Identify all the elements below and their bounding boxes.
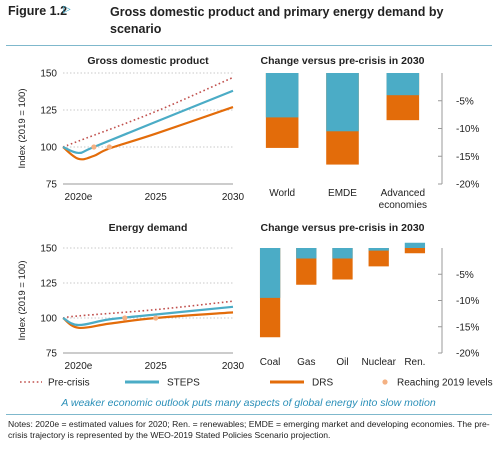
x-category-label: EMDE — [328, 188, 357, 199]
x-category-label: Gas — [297, 357, 315, 368]
series-line-precrisis — [62, 300, 234, 319]
x-category-label: Coal — [260, 357, 281, 368]
legend-swatch-reaching — [382, 379, 388, 385]
series-line-steps — [62, 89, 234, 155]
figure-label: Figure 1.2 — [8, 4, 68, 18]
x-tick-label: 2020e — [65, 361, 93, 372]
y-tick-label: -20% — [456, 180, 479, 191]
legend-label-steps: STEPS — [167, 378, 200, 389]
panel-2-ylabel: Index (2019 = 100) — [17, 260, 28, 340]
x-category-label: economies — [379, 200, 427, 211]
figure-arrow-icon: ▷ — [63, 4, 71, 15]
bar-drs — [368, 248, 389, 267]
y-tick-label: 150 — [40, 244, 57, 255]
y-tick-label: 75 — [46, 180, 58, 191]
y-tick-label: 125 — [40, 279, 57, 290]
y-tick-label: -10% — [456, 124, 479, 135]
panel-0-ylabel: Index (2019 = 100) — [17, 88, 28, 168]
figure-caption: A weaker economic outlook puts many aspe… — [61, 397, 436, 409]
panel-3-title: Change versus pre-crisis in 2030 — [261, 222, 425, 234]
panel-1-title: Change versus pre-crisis in 2030 — [261, 55, 425, 67]
series-line-drs — [62, 311, 234, 330]
bar-steps — [265, 73, 299, 118]
figure-header: Figure 1.2 ▷ Gross domestic product and … — [8, 4, 492, 46]
bar-steps — [386, 73, 420, 96]
y-tick-label: -5% — [456, 270, 474, 281]
legend-label-reaching: Reaching 2019 levels — [397, 378, 493, 389]
reaching-2019-marker — [106, 144, 112, 150]
x-category-label: Ren. — [404, 357, 425, 368]
bar-steps — [326, 73, 359, 132]
y-tick-label: 125 — [40, 106, 57, 117]
series-line-drs — [62, 106, 234, 161]
y-tick-label: 100 — [40, 314, 57, 325]
bar-steps — [332, 248, 353, 259]
y-tick-label: -15% — [456, 322, 479, 333]
header-divider — [6, 45, 492, 46]
y-tick-label: -10% — [456, 296, 479, 307]
x-tick-label: 2030 — [222, 192, 245, 203]
y-tick-label: 75 — [46, 349, 58, 360]
x-category-label: Oil — [336, 357, 348, 368]
x-category-label: World — [269, 188, 295, 199]
reaching-2019-marker — [153, 315, 159, 321]
bar-steps — [259, 248, 281, 298]
x-category-label: Advanced — [381, 188, 425, 199]
y-tick-label: 150 — [40, 69, 57, 80]
y-tick-label: -20% — [456, 349, 479, 360]
x-tick-label: 2020e — [65, 192, 93, 203]
legend-label-drs: DRS — [312, 378, 333, 389]
figure-notes: Notes: 2020e = estimated values for 2020… — [8, 419, 490, 440]
figure-title: Gross domestic product and primary energ… — [110, 5, 444, 36]
y-tick-label: -15% — [456, 152, 479, 163]
panel-0-title: Gross domestic product — [87, 55, 209, 67]
x-tick-label: 2025 — [145, 361, 168, 372]
legend-label-precrisis: Pre-crisis — [48, 378, 90, 389]
x-category-label: Nuclear — [361, 357, 396, 368]
y-tick-label: -5% — [456, 96, 474, 107]
reaching-2019-marker — [122, 315, 128, 321]
bar-steps — [296, 248, 317, 259]
y-tick-label: 100 — [40, 143, 57, 154]
reaching-2019-marker — [91, 144, 97, 150]
bar-drs — [404, 248, 426, 254]
x-tick-label: 2030 — [222, 361, 245, 372]
bar-steps — [404, 242, 426, 248]
caption-divider — [6, 414, 492, 415]
series-line-steps — [62, 305, 234, 327]
panel-2-title: Energy demand — [109, 222, 188, 234]
bar-steps — [368, 248, 389, 251]
x-tick-label: 2025 — [145, 192, 168, 203]
